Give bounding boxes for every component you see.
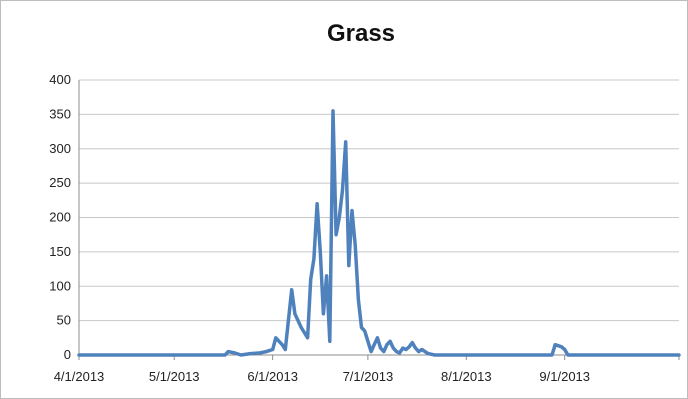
y-tick-label: 400 (49, 72, 71, 87)
y-tick-label: 150 (49, 244, 71, 259)
data-point (294, 313, 296, 315)
data-point (78, 354, 80, 356)
y-tick-label: 100 (49, 278, 71, 293)
data-point (376, 337, 378, 339)
data-point (408, 346, 410, 348)
data-point (310, 278, 312, 280)
data-point (380, 347, 382, 349)
data-point (326, 275, 328, 277)
data-point (313, 258, 315, 260)
data-point (383, 351, 385, 353)
data-point (402, 347, 404, 349)
data-point (357, 299, 359, 301)
data-point (335, 234, 337, 236)
data-point (348, 265, 350, 267)
data-point (415, 347, 416, 349)
data-point (300, 327, 302, 328)
data-point (389, 340, 391, 342)
data-point (361, 327, 362, 328)
axes (78, 80, 680, 360)
data-point (364, 330, 366, 332)
data-point (678, 354, 680, 356)
data-point (342, 189, 343, 191)
data-point (259, 352, 261, 354)
data-point (427, 353, 429, 355)
data-point (338, 217, 340, 218)
y-tick-label: 350 (49, 106, 71, 121)
x-tick-labels: 4/1/2013 5/1/2013 6/1/2013 7/1/2013 8/1/2013… (54, 369, 590, 384)
y-tick-label: 50 (57, 313, 71, 328)
data-point (399, 352, 401, 354)
data-point (265, 351, 267, 353)
series-line (77, 109, 681, 357)
data-point (307, 337, 309, 339)
data-point (567, 354, 569, 356)
data-point (411, 342, 413, 344)
data-point (551, 354, 553, 356)
data-point (224, 354, 226, 356)
data-point (275, 337, 277, 339)
data-point (227, 351, 229, 353)
data-point (284, 349, 286, 350)
y-tick-label: 300 (49, 141, 71, 156)
data-point (373, 344, 375, 346)
data-point (329, 340, 331, 342)
data-point (386, 344, 388, 346)
data-point (561, 346, 562, 348)
data-point (332, 110, 334, 112)
data-point (319, 251, 321, 253)
data-point (354, 244, 356, 246)
x-tick-label: 5/1/2013 (149, 369, 200, 384)
data-point (249, 353, 251, 355)
x-tick-label: 8/1/2013 (441, 369, 492, 384)
data-point (554, 344, 556, 346)
data-point (367, 340, 369, 342)
data-point (316, 203, 318, 205)
x-tick-label: 4/1/2013 (54, 369, 105, 384)
y-tick-labels: 0 50 100 150 200 250 300 350 400 (49, 72, 71, 362)
data-point (291, 289, 293, 291)
data-point (234, 352, 236, 354)
x-tick-label: 7/1/2013 (343, 369, 394, 384)
y-tick-label: 200 (49, 210, 71, 225)
data-point (322, 313, 324, 315)
data-point (434, 354, 436, 356)
data-point (392, 347, 394, 349)
y-tick-label: 250 (49, 175, 71, 190)
data-point (351, 210, 353, 212)
x-tick-label: 6/1/2013 (247, 369, 298, 384)
x-tick-label: 9/1/2013 (539, 369, 590, 384)
data-point (345, 141, 347, 143)
data-point (465, 354, 467, 356)
data-point (240, 354, 242, 356)
data-point (443, 354, 445, 356)
data-point (272, 349, 274, 350)
chart-title: Grass (327, 20, 395, 47)
data-point (281, 344, 283, 346)
data-point (405, 349, 407, 350)
data-point (396, 351, 397, 353)
data-point (424, 351, 426, 353)
data-point (564, 349, 566, 350)
series-layer (77, 109, 681, 357)
data-point (418, 351, 420, 353)
gridlines (79, 79, 679, 322)
data-point (370, 351, 372, 353)
data-point (421, 349, 423, 350)
y-tick-label: 0 (64, 347, 71, 362)
